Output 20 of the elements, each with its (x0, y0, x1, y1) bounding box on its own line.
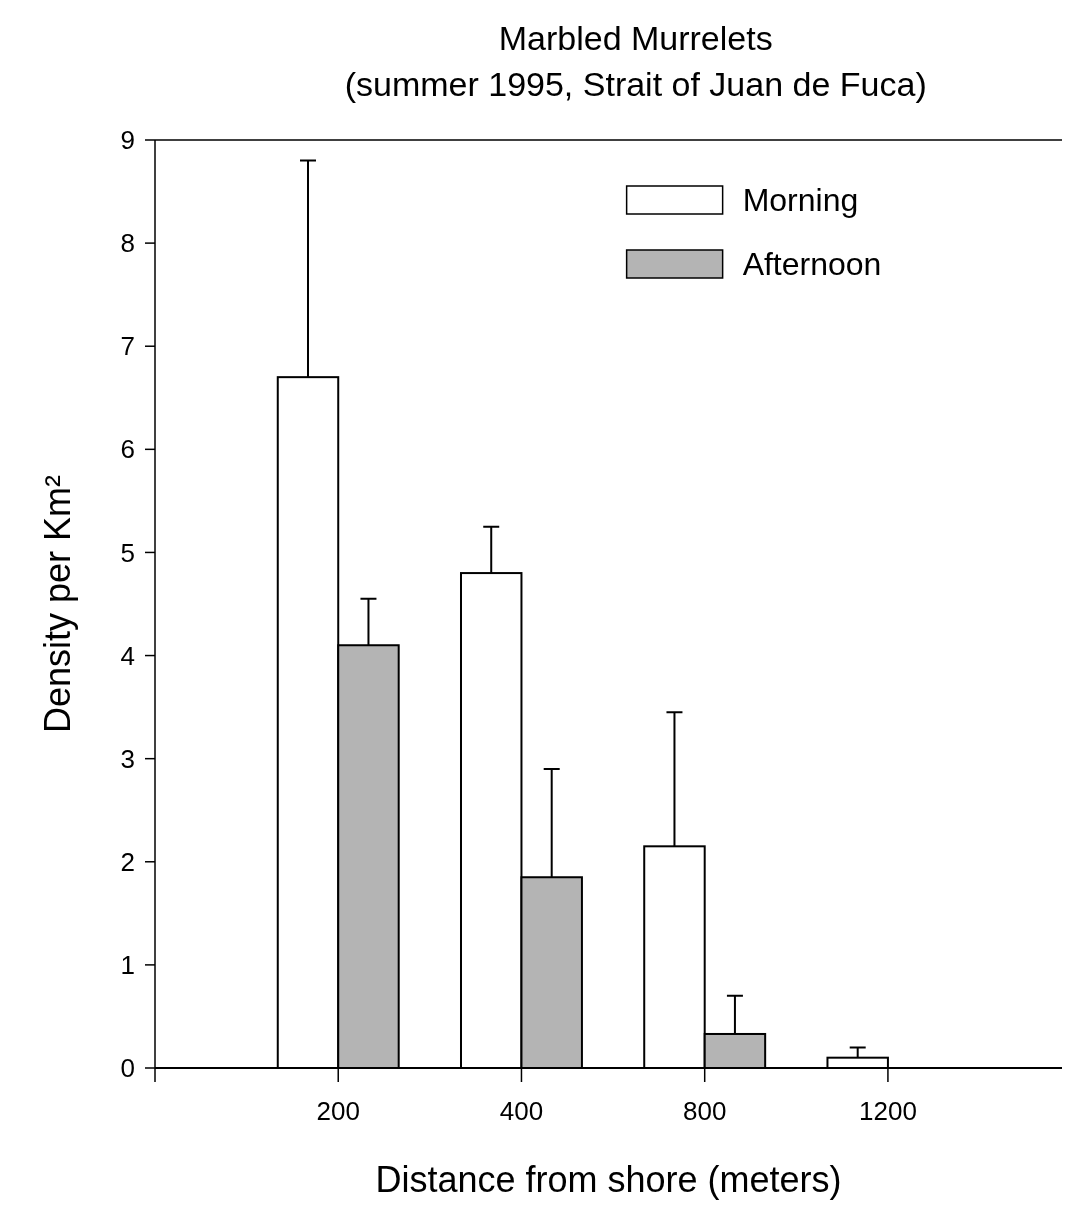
y-tick-label: 4 (120, 640, 135, 671)
y-tick-label: 3 (120, 743, 135, 774)
legend-label: Afternoon (742, 246, 882, 283)
y-tick-label: 1 (120, 949, 135, 980)
chart-subtitle: (summer 1995, Strait of Juan de Fuca) (344, 65, 927, 103)
y-tick-label: 5 (120, 537, 135, 568)
legend-label: Morning (742, 182, 859, 219)
y-tick-label: 9 (120, 125, 135, 156)
y-tick-label: 7 (120, 331, 135, 362)
x-tick-label: 1200 (859, 1096, 917, 1126)
chart-title: Marbled Murrelets (498, 19, 773, 57)
x-tick-label: 800 (683, 1096, 727, 1126)
x-axis-title: Distance from shore (meters) (375, 1159, 842, 1200)
y-tick-label: 8 (120, 228, 135, 259)
x-tick-label: 200 (316, 1096, 360, 1126)
y-tick-label: 2 (120, 846, 135, 877)
y-tick-label: 0 (120, 1053, 135, 1084)
x-tick-label: 400 (499, 1096, 544, 1126)
y-tick-label: 6 (120, 434, 135, 465)
y-axis-title: Density per Km² (37, 474, 78, 734)
